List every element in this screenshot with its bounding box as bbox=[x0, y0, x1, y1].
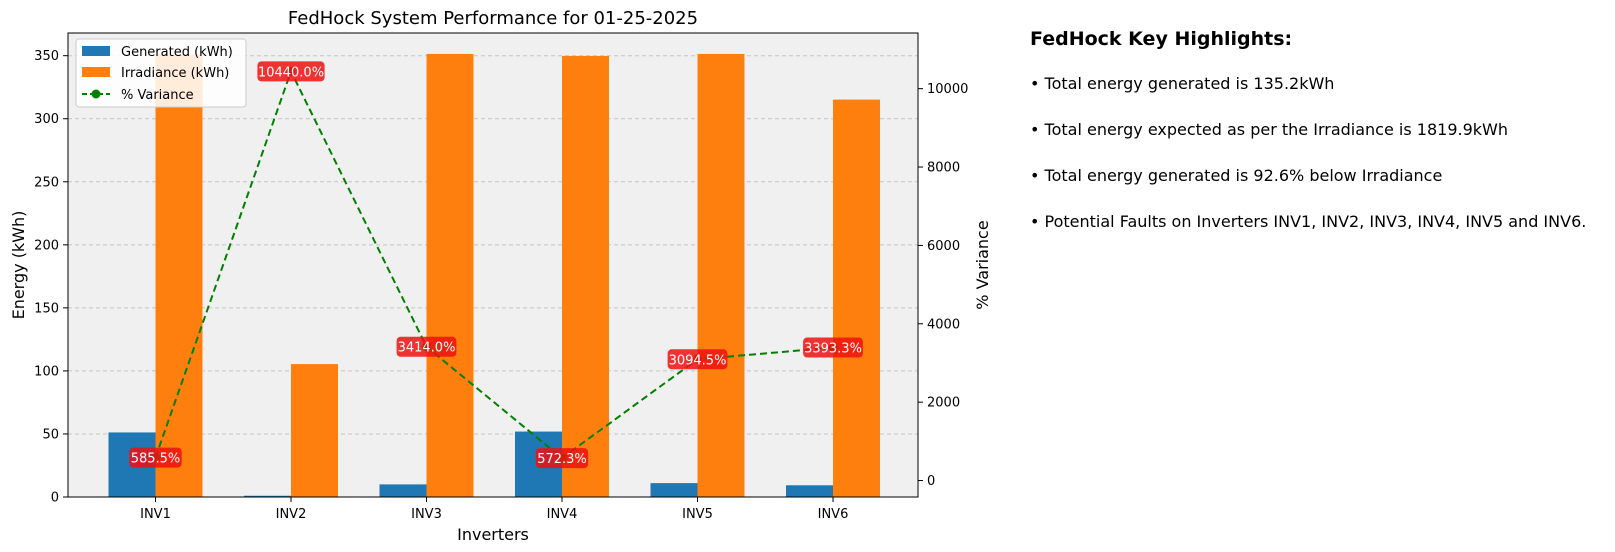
highlights-list: • Total energy generated is 135.2kWh • T… bbox=[1030, 74, 1610, 258]
legend-label-generated: Generated (kWh) bbox=[121, 45, 233, 60]
variance-data-label: 3414.0% bbox=[398, 341, 456, 356]
x-tick-label: INV4 bbox=[547, 507, 578, 522]
variance-label-box bbox=[535, 448, 589, 469]
variance-data-label: 572.3% bbox=[537, 452, 587, 467]
variance-label-box bbox=[129, 447, 182, 468]
irradiance-bar bbox=[291, 364, 338, 497]
generated-bar bbox=[786, 485, 833, 497]
y-tick-label: 350 bbox=[34, 49, 59, 64]
legend-swatch-generated bbox=[82, 46, 110, 56]
highlight-item: • Total energy generated is 135.2kWh bbox=[1030, 74, 1335, 93]
key-highlights-panel: FedHock Key Highlights: • Total energy g… bbox=[1030, 28, 1610, 258]
plot-area bbox=[68, 33, 918, 497]
legend-label-irradiance: Irradiance (kWh) bbox=[121, 66, 229, 81]
y-tick-label: 0 bbox=[51, 491, 59, 506]
variance-label-box bbox=[257, 61, 325, 82]
y2-tick-label: 2000 bbox=[927, 396, 960, 411]
highlights-title: FedHock Key Highlights: bbox=[1030, 28, 1293, 50]
y2-tick-label: 0 bbox=[927, 474, 935, 489]
x-axis-label: Inverters bbox=[457, 525, 529, 544]
variance-label-box bbox=[667, 349, 728, 370]
generated-bar bbox=[379, 484, 427, 497]
variance-label-box bbox=[803, 337, 863, 358]
legend-swatch-irradiance bbox=[82, 67, 110, 77]
variance-data-label: 585.5% bbox=[131, 452, 181, 467]
highlight-item: • Total energy expected as per the Irrad… bbox=[1030, 120, 1508, 139]
irradiance-bar bbox=[833, 99, 880, 497]
x-tick-label: INV3 bbox=[411, 507, 442, 522]
irradiance-bar bbox=[155, 54, 203, 497]
y2-tick-label: 4000 bbox=[927, 317, 960, 332]
y2-tick-label: 8000 bbox=[927, 161, 960, 176]
highlight-item: • Potential Faults on Inverters INV1, IN… bbox=[1030, 212, 1587, 231]
y2-tick-label: 6000 bbox=[927, 239, 960, 254]
variance-label-box bbox=[396, 336, 457, 357]
y2-axis-label: % Variance bbox=[973, 220, 992, 309]
y-axis-label: Energy (kWh) bbox=[9, 211, 28, 320]
y-tick-label: 200 bbox=[34, 238, 59, 253]
variance-data-label: 3393.3% bbox=[804, 342, 862, 357]
x-tick-label: INV1 bbox=[140, 507, 171, 522]
y2-tick-label: 10000 bbox=[927, 82, 968, 97]
generated-bar bbox=[650, 483, 698, 497]
axes-frame bbox=[67, 32, 919, 498]
legend: Generated (kWh) Irradiance (kWh) % Varianc… bbox=[75, 38, 247, 108]
y-tick-label: 150 bbox=[34, 301, 59, 316]
legend-label-variance: % Variance bbox=[121, 88, 194, 103]
y-tick-label: 50 bbox=[42, 427, 59, 442]
generated-bar bbox=[244, 495, 291, 497]
chart-title: FedHock System Performance for 01-25-202… bbox=[288, 8, 698, 29]
irradiance-bar bbox=[426, 53, 474, 498]
variance-data-label: 3094.5% bbox=[669, 353, 727, 368]
y-tick-label: 300 bbox=[34, 112, 59, 127]
x-tick-label: INV2 bbox=[276, 507, 307, 522]
variance-data-label: 10440.0% bbox=[258, 65, 324, 80]
y-tick-label: 100 bbox=[34, 364, 59, 379]
irradiance-bar bbox=[562, 55, 609, 498]
x-tick-label: INV6 bbox=[818, 507, 849, 522]
legend-swatch-variance-marker bbox=[91, 89, 101, 99]
x-tick-label: INV5 bbox=[682, 507, 713, 522]
y-tick-label: 250 bbox=[34, 175, 59, 190]
legend-box bbox=[75, 38, 247, 108]
highlight-item: • Total energy generated is 92.6% below … bbox=[1030, 166, 1443, 185]
irradiance-bar bbox=[697, 53, 745, 498]
